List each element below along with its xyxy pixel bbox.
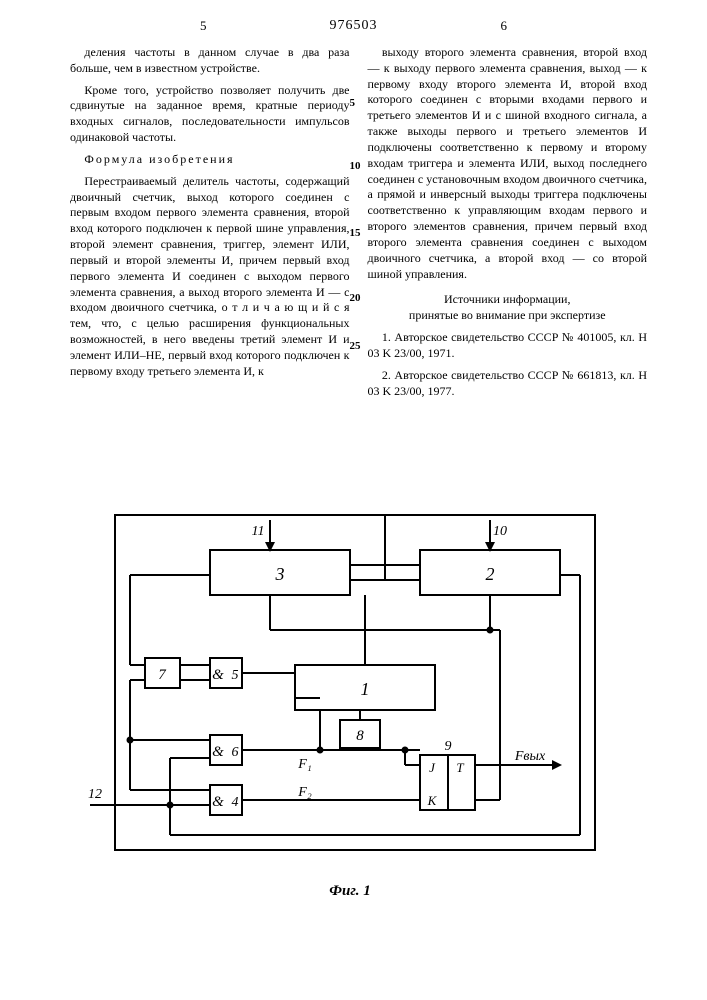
paragraph: Перестраиваемый делитель частоты, содерж… [70,174,350,380]
formula-heading: Формула изобретения [70,152,350,168]
k-label: K [427,793,438,808]
line-number: 15 [350,227,361,239]
f2-label: F₂ [297,785,312,800]
block-8-label: 8 [356,728,364,744]
block-3-label: 3 [275,564,285,584]
f1-label: F₁ [297,757,311,772]
paragraph: выходу второго элемента сравнения, второ… [368,45,648,282]
node-12-label: 12 [88,787,102,802]
paragraph: Кроме того, устройство позволяет получит… [70,83,350,146]
block-6-label: 6 [232,745,239,760]
node-10-label: 10 [493,524,507,539]
line-number: 25 [350,340,361,352]
node-11-label: 11 [252,524,265,539]
column-number-right: 6 [501,18,508,34]
right-column: выходу второго элемента сравнения, второ… [368,45,648,405]
line-number: 5 [350,97,356,109]
figure-caption: Фиг. 1 [329,883,370,900]
amp-icon: & [212,744,224,760]
line-number: 20 [350,292,361,304]
node-9-label: 9 [445,739,452,754]
column-number-left: 5 [200,18,207,34]
paragraph: деления частоты в данном случае в два ра… [70,45,350,77]
left-column: деления частоты в данном случае в два ра… [70,45,350,405]
block-5-label: 5 [232,668,239,683]
amp-icon: & [212,667,224,683]
schematic-svg: 3 2 1 8 7 & 5 & 6 & 4 J K T 9 10 11 12 F… [60,480,640,900]
document-number: 976503 [0,18,707,34]
sources-heading: Источники информации, принятые во вниман… [368,292,648,324]
figure-1: 3 2 1 8 7 & 5 & 6 & 4 J K T 9 10 11 12 F… [60,480,640,930]
source-item: 1. Авторское свидетельство СССР № 401005… [368,330,648,362]
amp-icon: & [212,794,224,810]
t-label: T [456,760,464,775]
line-number: 10 [350,160,361,172]
block-1-label: 1 [361,679,370,699]
block-2-label: 2 [486,564,495,584]
fout-label: Fвых [514,749,546,764]
block-4-label: 4 [232,795,239,810]
source-item: 2. Авторское свидетельство СССР № 661813… [368,368,648,400]
